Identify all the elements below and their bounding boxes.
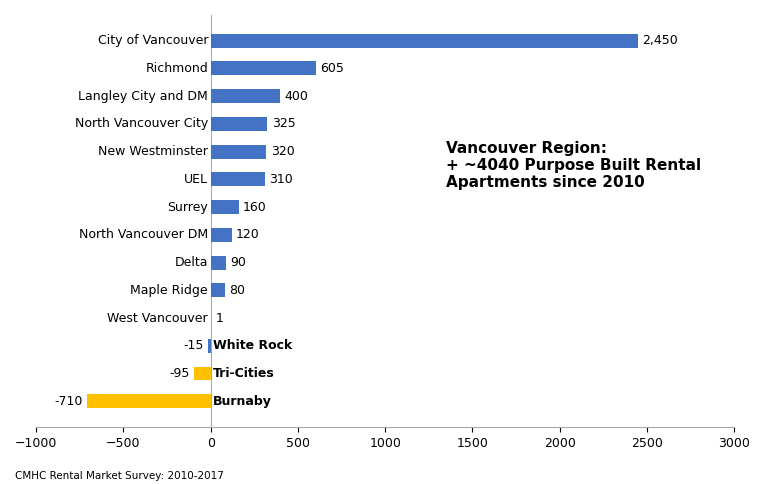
Bar — [210, 283, 225, 297]
Text: 320: 320 — [271, 145, 295, 158]
Bar — [208, 339, 210, 353]
Bar — [194, 366, 210, 380]
Text: -95: -95 — [169, 367, 190, 380]
Bar — [210, 228, 232, 242]
Bar — [86, 394, 210, 408]
Text: -710: -710 — [54, 395, 83, 408]
Text: 2,450: 2,450 — [643, 34, 679, 47]
Text: CMHC Rental Market Survey: 2010-2017: CMHC Rental Market Survey: 2010-2017 — [15, 471, 224, 481]
Text: White Rock: White Rock — [213, 339, 292, 352]
Text: New Westminster: New Westminster — [98, 145, 208, 158]
Text: -15: -15 — [184, 339, 203, 352]
Text: 310: 310 — [269, 173, 293, 186]
Text: West Vancouver: West Vancouver — [107, 312, 208, 325]
Text: 80: 80 — [229, 284, 245, 297]
Bar — [210, 200, 239, 214]
Text: Maple Ridge: Maple Ridge — [130, 284, 208, 297]
Bar — [210, 89, 281, 103]
Bar — [210, 256, 226, 270]
Bar — [210, 117, 267, 131]
Text: 1: 1 — [215, 312, 223, 325]
Text: 120: 120 — [236, 228, 259, 242]
Text: Richmond: Richmond — [145, 62, 208, 75]
Text: Delta: Delta — [174, 256, 208, 269]
Bar — [210, 172, 265, 186]
Bar — [210, 61, 316, 76]
Text: 90: 90 — [231, 256, 246, 269]
Text: UEL: UEL — [184, 173, 208, 186]
Text: 325: 325 — [272, 118, 295, 130]
Text: Burnaby: Burnaby — [213, 395, 272, 408]
Text: Surrey: Surrey — [168, 200, 208, 213]
Text: Vancouver Region:
+ ~4040 Purpose Built Rental
Apartments since 2010: Vancouver Region: + ~4040 Purpose Built … — [446, 140, 702, 190]
Text: 605: 605 — [321, 62, 344, 75]
Text: North Vancouver DM: North Vancouver DM — [79, 228, 208, 242]
Bar — [210, 34, 638, 47]
Text: 400: 400 — [285, 90, 309, 103]
Text: North Vancouver City: North Vancouver City — [75, 118, 208, 130]
Text: Langley City and DM: Langley City and DM — [78, 90, 208, 103]
Text: Tri-Cities: Tri-Cities — [213, 367, 275, 380]
Text: 160: 160 — [243, 200, 267, 213]
Bar — [210, 145, 266, 159]
Text: City of Vancouver: City of Vancouver — [98, 34, 208, 47]
